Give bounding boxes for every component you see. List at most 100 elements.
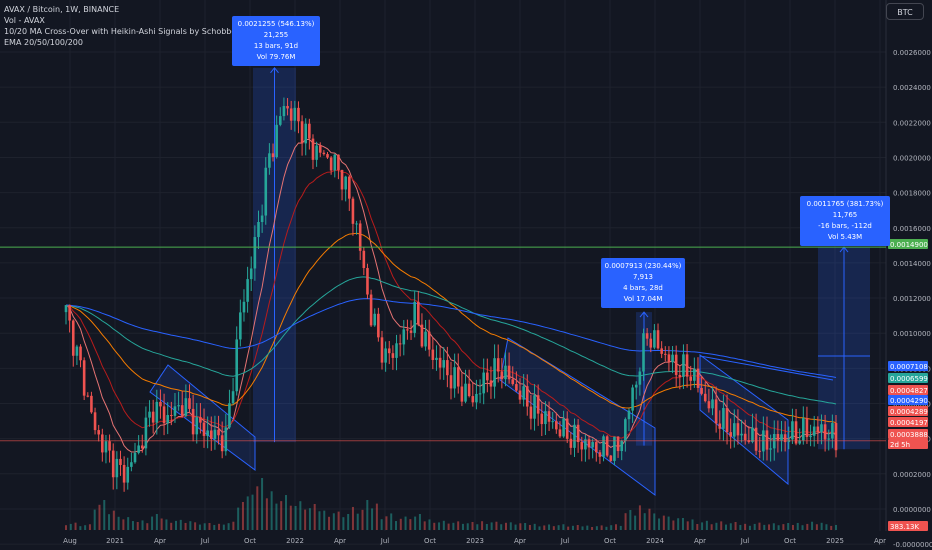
volume-bar [815,524,818,530]
candle-body [656,330,660,349]
candle-body [177,405,180,407]
candle-body [736,423,740,436]
volume-bar [744,523,747,530]
y-tick-label: 0.0002000 [893,471,931,479]
volume-bar [160,518,163,530]
volume-bar [194,522,197,530]
candle-body [304,123,308,144]
x-tick-label: 2025 [826,537,844,545]
candle-body [743,433,747,441]
candle-body [794,421,798,444]
candle-body [137,445,140,453]
candle-body [318,145,322,153]
volume-bar [251,494,254,530]
volume-bar [203,523,206,530]
volume-bar [418,514,421,530]
candle-body [754,427,758,451]
volume-bar [246,496,249,530]
legend-volume[interactable]: Vol - AVAX [4,16,45,25]
volume-bar [332,513,335,530]
candle-body [827,438,831,440]
volume-bar [151,516,154,530]
volume-bar [825,524,828,530]
volume-bar [811,521,814,530]
candle-body [620,440,624,452]
candle-body [547,411,551,422]
volume-bar [638,505,641,530]
candle-body [202,422,206,436]
candle-body [500,371,504,380]
x-tick-label: Jul [560,537,570,545]
candle-body [802,418,805,441]
volume-bar [136,522,139,530]
x-tick-label: 2023 [466,537,484,545]
volume-bar [165,519,168,530]
candle-body [275,124,278,158]
volume-bar [342,517,345,530]
volume-bar [122,519,125,530]
volume-bar [629,510,632,530]
candle-body [522,386,525,400]
volume-bar [538,526,541,530]
volume-bar [347,514,350,530]
volume-bar [581,526,584,530]
volume-bar [175,520,177,530]
volume-bar [548,524,551,530]
volume-bar [179,519,182,530]
candle-body [674,354,678,375]
volume-bar [519,523,522,530]
volume-bar [189,521,192,530]
volume-bar [662,515,665,530]
candle-body [645,333,649,339]
volume-bars [65,478,837,530]
candle-body [366,268,369,295]
candle-body [420,324,424,347]
candle-body [358,223,362,251]
volume-bar [495,521,498,530]
candle-body [707,401,711,409]
legend-symbol[interactable]: AVAX / Bitcoin, 1W, BINANCE [4,5,120,14]
candle-body [199,417,202,423]
volume-bar [801,525,804,530]
volume-bar [615,524,617,530]
x-tick-label: Jul [740,537,750,545]
volume-bar [509,522,512,530]
candle-body [340,169,344,190]
volume-bar [261,478,264,530]
candle-body [518,390,522,400]
candle-body [587,439,591,448]
candle-body [685,354,689,377]
volume-bar [304,509,307,530]
volume-bar [232,521,235,530]
volume-bar [729,523,732,530]
price-badge-label: 0.0004197 [890,419,928,427]
callout-1-line1: 0.0021255 (546.13%) 21,255 [237,20,315,39]
volume-bar [720,521,723,530]
candle-body [605,436,609,456]
chart-grid [0,0,887,545]
candle-body [544,411,547,425]
volume-bar [782,524,785,530]
volume-bar [74,522,77,530]
volume-bar [710,524,713,530]
candle-body [489,380,493,387]
volume-bar [198,524,201,530]
volume-bar [634,515,637,530]
volume-bar [308,508,311,530]
candle-body [242,301,246,313]
price-badge-label: 0.0004290 [890,397,928,405]
volume-bar [605,526,608,530]
candle-body [326,154,329,158]
volume-bar [624,513,627,530]
volume-bar [375,503,378,530]
legend-indicator[interactable]: 10/20 MA Cross-Over with Heikin-Ashi Sig… [4,27,283,36]
currency-button[interactable]: BTC [886,3,924,20]
candle-body [471,396,475,403]
candle-body [525,386,529,407]
candle-body [151,411,155,423]
price-badge-label: 0.0014900 [890,241,928,249]
legend-ema[interactable]: EMA 20/50/100/200 [4,38,83,47]
candle-body [239,312,242,340]
candle-body [660,348,663,354]
